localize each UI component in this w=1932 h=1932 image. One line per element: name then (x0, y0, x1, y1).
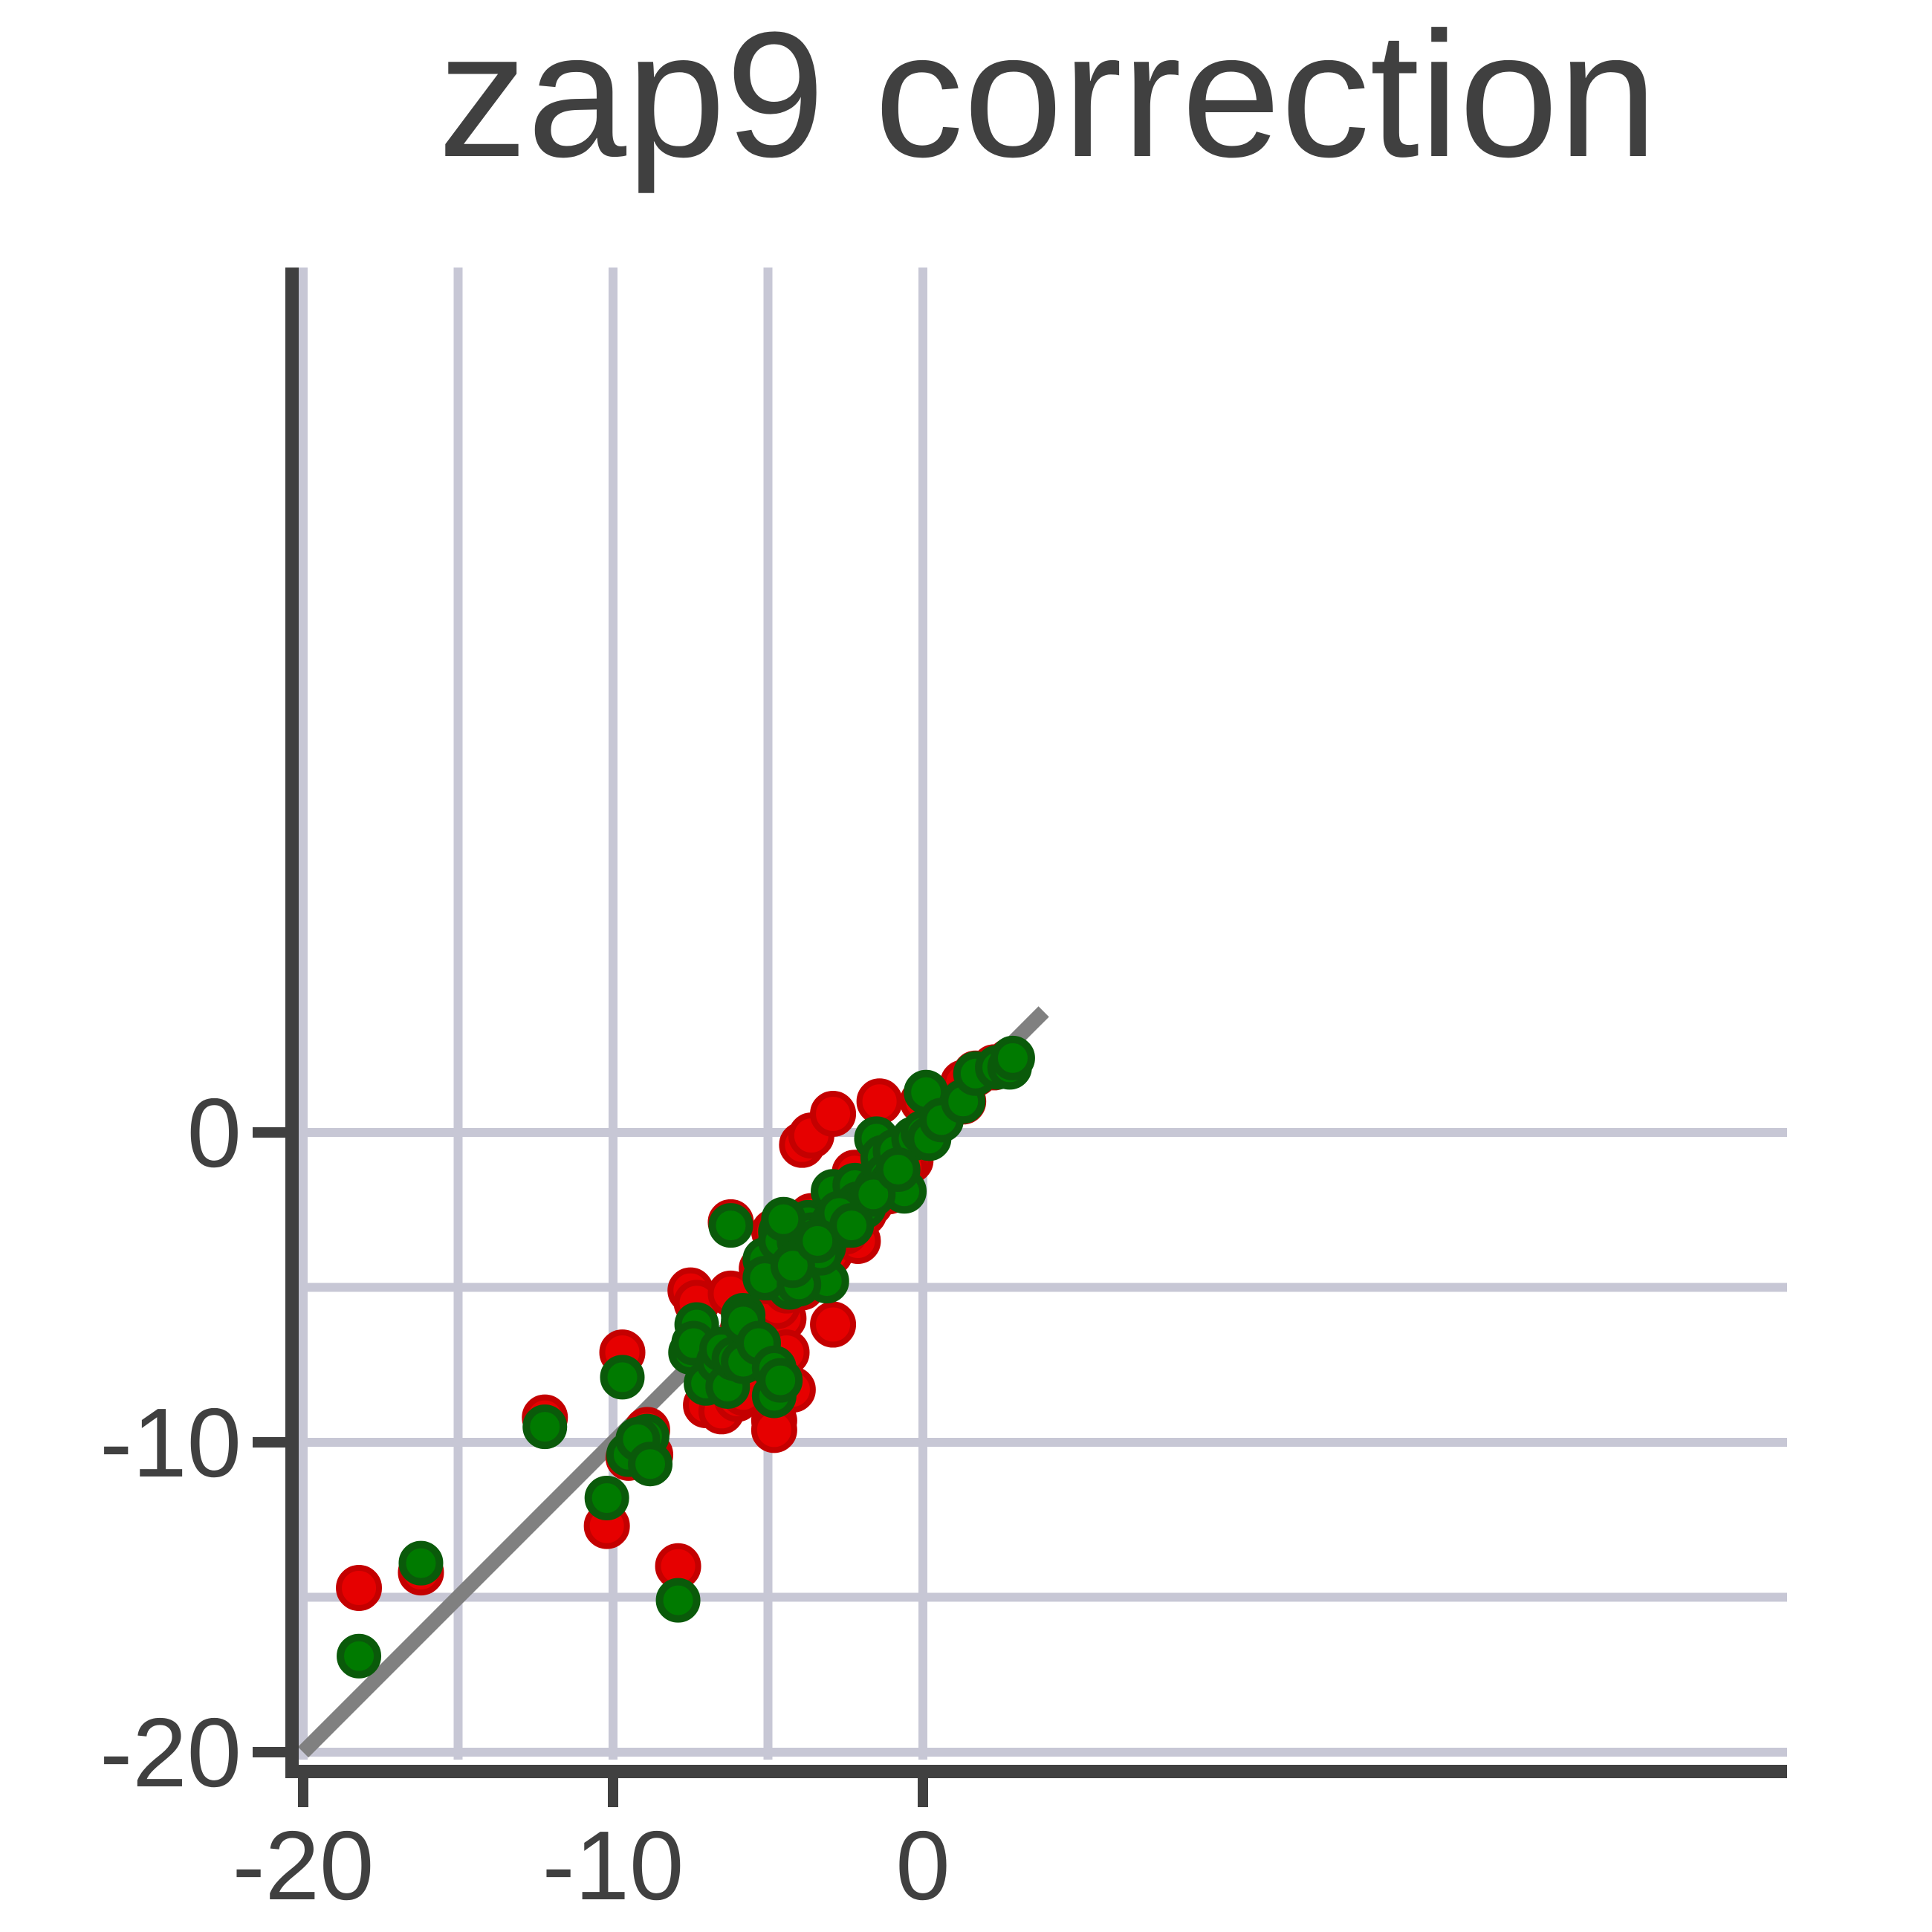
data-point-green (829, 1203, 875, 1248)
chart-title: zap9 correction (438, 0, 1658, 194)
data-point-red (810, 1301, 857, 1348)
data-point-red (856, 1078, 903, 1125)
data-point-green (600, 1355, 645, 1400)
data-point-green (761, 1196, 806, 1242)
x-tick-label: -10 (542, 1811, 684, 1920)
x-tick-label: 0 (895, 1811, 950, 1920)
data-point-green (337, 1633, 382, 1679)
data-point-red (336, 1564, 383, 1611)
data-point-green (990, 1035, 1035, 1080)
y-tick-label: 0 (187, 1078, 242, 1187)
data-point-green (584, 1476, 629, 1521)
data-point-green (655, 1578, 701, 1623)
y-tick-label: -20 (100, 1698, 242, 1807)
data-point-red (810, 1090, 857, 1137)
x-tick-label: -20 (233, 1811, 375, 1920)
data-point-green (708, 1203, 753, 1248)
green-series (337, 1035, 1035, 1679)
ticks: -20 -10 0 -20 -10 0 (100, 1078, 950, 1920)
data-point-green (875, 1147, 921, 1193)
data-point-green (522, 1404, 568, 1450)
data-point-green (758, 1358, 803, 1403)
y-tick-label: -10 (100, 1388, 242, 1497)
data-point-green (398, 1540, 444, 1586)
axes (285, 268, 1787, 1778)
grid (299, 268, 1787, 1760)
data-point-green (628, 1442, 673, 1487)
